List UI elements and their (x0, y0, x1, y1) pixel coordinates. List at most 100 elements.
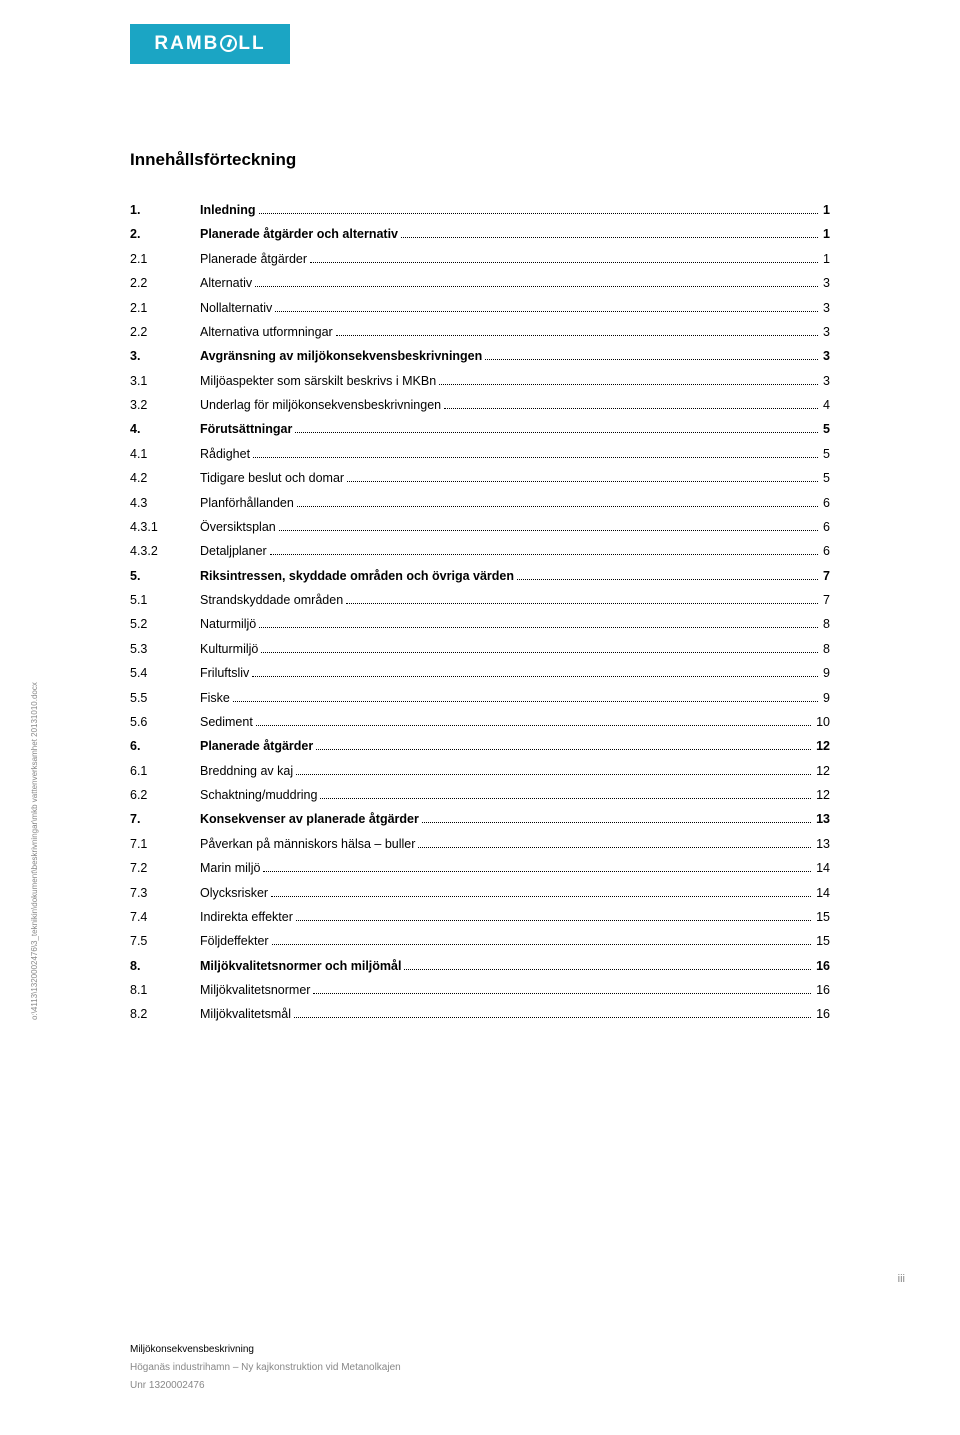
toc-entry-leader (256, 725, 811, 726)
toc-entry-number: 3. (130, 344, 200, 368)
toc-entry-text: Följdeffekter (200, 929, 269, 953)
toc-entry: 5.6Sediment10 (130, 710, 830, 734)
toc-entry-leader (295, 432, 818, 433)
toc-entry-page: 3 (821, 369, 830, 393)
toc-entry: 3.1Miljöaspekter som särskilt beskrivs i… (130, 369, 830, 393)
toc-entry-page: 9 (821, 686, 830, 710)
toc-entry: 7.5Följdeffekter15 (130, 929, 830, 953)
toc-entry-leader (233, 701, 818, 702)
toc-entry-text: Alternativa utformningar (200, 320, 333, 344)
toc-entry-leader (270, 554, 818, 555)
toc-entry-leader (263, 871, 811, 872)
toc-entry-page: 15 (814, 905, 830, 929)
toc-entry: 1.Inledning1 (130, 198, 830, 222)
toc-entry: 2.2Alternativa utformningar3 (130, 320, 830, 344)
toc-entry-number: 7.2 (130, 856, 200, 880)
toc-entry-number: 7. (130, 807, 200, 831)
toc-entry-leader (310, 262, 818, 263)
toc-entry-leader (255, 286, 818, 287)
toc-entry-text: Alternativ (200, 271, 252, 295)
toc-entry-number: 5.5 (130, 686, 200, 710)
toc-entry-text: Friluftsliv (200, 661, 249, 685)
toc-entry-number: 8.1 (130, 978, 200, 1002)
toc-entry: 5.5Fiske 9 (130, 686, 830, 710)
toc-entry-number: 4. (130, 417, 200, 441)
toc-entry-number: 7.3 (130, 881, 200, 905)
toc-entry-text: Förutsättningar (200, 417, 292, 441)
toc-entry-number: 6.1 (130, 759, 200, 783)
toc-entry-leader (259, 627, 818, 628)
toc-entry: 5.Riksintressen, skyddade områden och öv… (130, 564, 830, 588)
toc-entry-leader (294, 1017, 811, 1018)
toc-entry-leader (279, 530, 818, 531)
toc-entry-text: Fiske (200, 686, 230, 710)
footer-line-2: Höganäs industrihamn – Ny kajkonstruktio… (130, 1359, 401, 1377)
toc-entry-page: 6 (821, 515, 830, 539)
toc-entry-text: Kulturmiljö (200, 637, 258, 661)
toc-entry-page: 6 (821, 539, 830, 563)
toc-entry: 7.3Olycksrisker14 (130, 881, 830, 905)
toc-entry-text: Underlag för miljökonsekvensbeskrivninge… (200, 393, 441, 417)
toc-entry-number: 5.6 (130, 710, 200, 734)
toc-entry-text: Planerade åtgärder (200, 247, 307, 271)
toc-entry: 6.1Breddning av kaj12 (130, 759, 830, 783)
toc-entry: 8.Miljökvalitetsnormer och miljömål16 (130, 954, 830, 978)
toc-entry: 5.2Naturmiljö8 (130, 612, 830, 636)
toc-entry-number: 5.4 (130, 661, 200, 685)
toc-entry-page: 3 (821, 320, 830, 344)
toc-entry-leader (272, 944, 812, 945)
toc-entry-text: Miljöaspekter som särskilt beskrivs i MK… (200, 369, 436, 393)
toc-entry-text: Rådighet (200, 442, 250, 466)
toc-entry-number: 4.3.1 (130, 515, 200, 539)
toc-entry-text: Riksintressen, skyddade områden och övri… (200, 564, 514, 588)
toc-entry-leader (259, 213, 818, 214)
toc-entry: 3.2Underlag för miljökonsekvensbeskrivni… (130, 393, 830, 417)
toc-entry-text: Påverkan på människors hälsa – buller (200, 832, 415, 856)
toc-entry-leader (271, 896, 811, 897)
toc-entry-leader (253, 457, 818, 458)
toc-entry: 6.2Schaktning/muddring12 (130, 783, 830, 807)
toc-entry-page: 7 (821, 588, 830, 612)
toc-entry-page: 3 (821, 271, 830, 295)
toc-entry-leader (336, 335, 818, 336)
toc-entry-page: 14 (814, 856, 830, 880)
toc-entry: 5.3Kulturmiljö8 (130, 637, 830, 661)
toc-entry-leader (404, 969, 811, 970)
toc-entry-page: 5 (821, 417, 830, 441)
toc-entry-page: 3 (821, 296, 830, 320)
toc-entry: 6.Planerade åtgärder12 (130, 734, 830, 758)
toc-entry-leader (252, 676, 818, 677)
toc-entry-page: 13 (814, 807, 830, 831)
toc-entry-page: 16 (814, 1002, 830, 1026)
toc-entry-leader (297, 506, 818, 507)
toc-entry-page: 5 (821, 442, 830, 466)
toc-entry-number: 6. (130, 734, 200, 758)
toc-entry-number: 8.2 (130, 1002, 200, 1026)
toc-entry-page: 1 (821, 222, 830, 246)
toc-entry: 7.1Påverkan på människors hälsa – buller… (130, 832, 830, 856)
toc-entry-page: 9 (821, 661, 830, 685)
toc-entry-leader (313, 993, 811, 994)
toc-entry-leader (485, 359, 818, 360)
toc-entry: 7.2Marin miljö14 (130, 856, 830, 880)
toc-entry-leader (439, 384, 818, 385)
logo-text-left: RAMB (154, 33, 219, 55)
toc-entry-number: 5.2 (130, 612, 200, 636)
toc-entry-leader (261, 652, 818, 653)
toc-entry-page: 1 (821, 247, 830, 271)
toc-entry: 4.3.1Översiktsplan6 (130, 515, 830, 539)
toc-entry-number: 5.3 (130, 637, 200, 661)
toc-container: Innehållsförteckning 1.Inledning12.Plane… (130, 150, 830, 1027)
toc-entry: 5.1Strandskyddade områden7 (130, 588, 830, 612)
toc-entry-text: Planförhållanden (200, 491, 294, 515)
toc-entry: 5.4Friluftsliv 9 (130, 661, 830, 685)
toc-list: 1.Inledning12.Planerade åtgärder och alt… (130, 198, 830, 1027)
toc-entry-number: 6.2 (130, 783, 200, 807)
toc-entry-page: 6 (821, 491, 830, 515)
toc-entry-text: Naturmiljö (200, 612, 256, 636)
toc-entry-text: Tidigare beslut och domar (200, 466, 344, 490)
toc-entry-leader (316, 749, 811, 750)
footer-line-3: Unr 1320002476 (130, 1377, 401, 1395)
toc-entry-text: Strandskyddade områden (200, 588, 343, 612)
toc-entry: 4.2Tidigare beslut och domar5 (130, 466, 830, 490)
